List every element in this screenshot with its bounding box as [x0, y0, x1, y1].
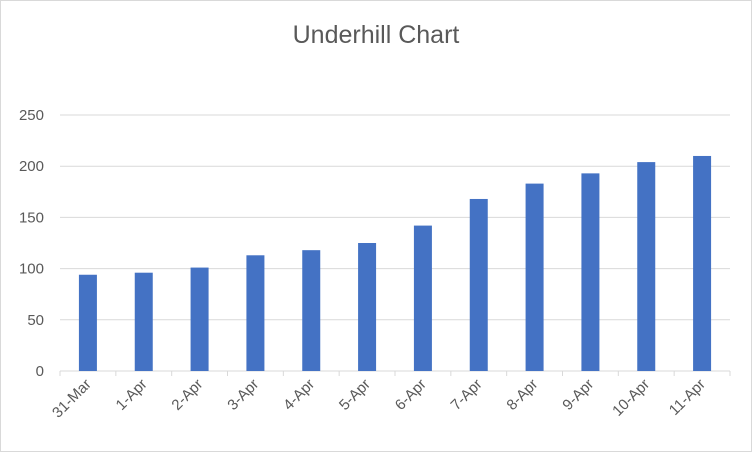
x-tick-label: 10-Apr	[609, 376, 653, 420]
bar	[134, 272, 153, 371]
bar	[246, 255, 265, 371]
bar	[190, 267, 209, 371]
y-tick-label: 150	[19, 209, 44, 226]
x-tick-label: 2-Apr	[168, 376, 206, 414]
x-tick-label: 7-Apr	[448, 376, 486, 414]
x-tick-label: 9-Apr	[559, 376, 597, 414]
y-tick-label: 100	[19, 261, 44, 278]
x-tick-label: 6-Apr	[392, 376, 430, 414]
y-tick-label: 0	[36, 363, 44, 380]
bar	[693, 155, 712, 371]
bar	[469, 198, 488, 371]
y-tick-label: 200	[19, 158, 44, 175]
gridlines	[60, 114, 730, 372]
bar	[581, 173, 600, 371]
x-tick-label: 31-Mar	[49, 376, 95, 422]
x-tick-label: 8-Apr	[503, 376, 541, 414]
bar	[302, 250, 321, 371]
bar	[78, 274, 97, 371]
x-tick-label: 1-Apr	[113, 376, 151, 414]
bar	[637, 162, 656, 371]
x-tick-label: 11-Apr	[666, 376, 709, 419]
y-axis: 0 50 100 150 200 250	[19, 107, 44, 380]
bar	[358, 243, 377, 371]
x-tick-label: 3-Apr	[224, 376, 262, 414]
bars	[78, 155, 712, 371]
y-tick-label: 250	[19, 107, 44, 124]
y-tick-label: 50	[27, 312, 44, 329]
bar	[413, 225, 432, 371]
bar	[525, 183, 544, 371]
chart-title: Underhill Chart	[292, 21, 460, 49]
x-axis: 31-Mar 1-Apr 2-Apr 3-Apr 4-Apr 5-Apr 6-Apr 7-Ap…	[49, 371, 731, 422]
x-tick-label: 5-Apr	[336, 376, 374, 414]
x-tick-label: 4-Apr	[280, 376, 318, 414]
